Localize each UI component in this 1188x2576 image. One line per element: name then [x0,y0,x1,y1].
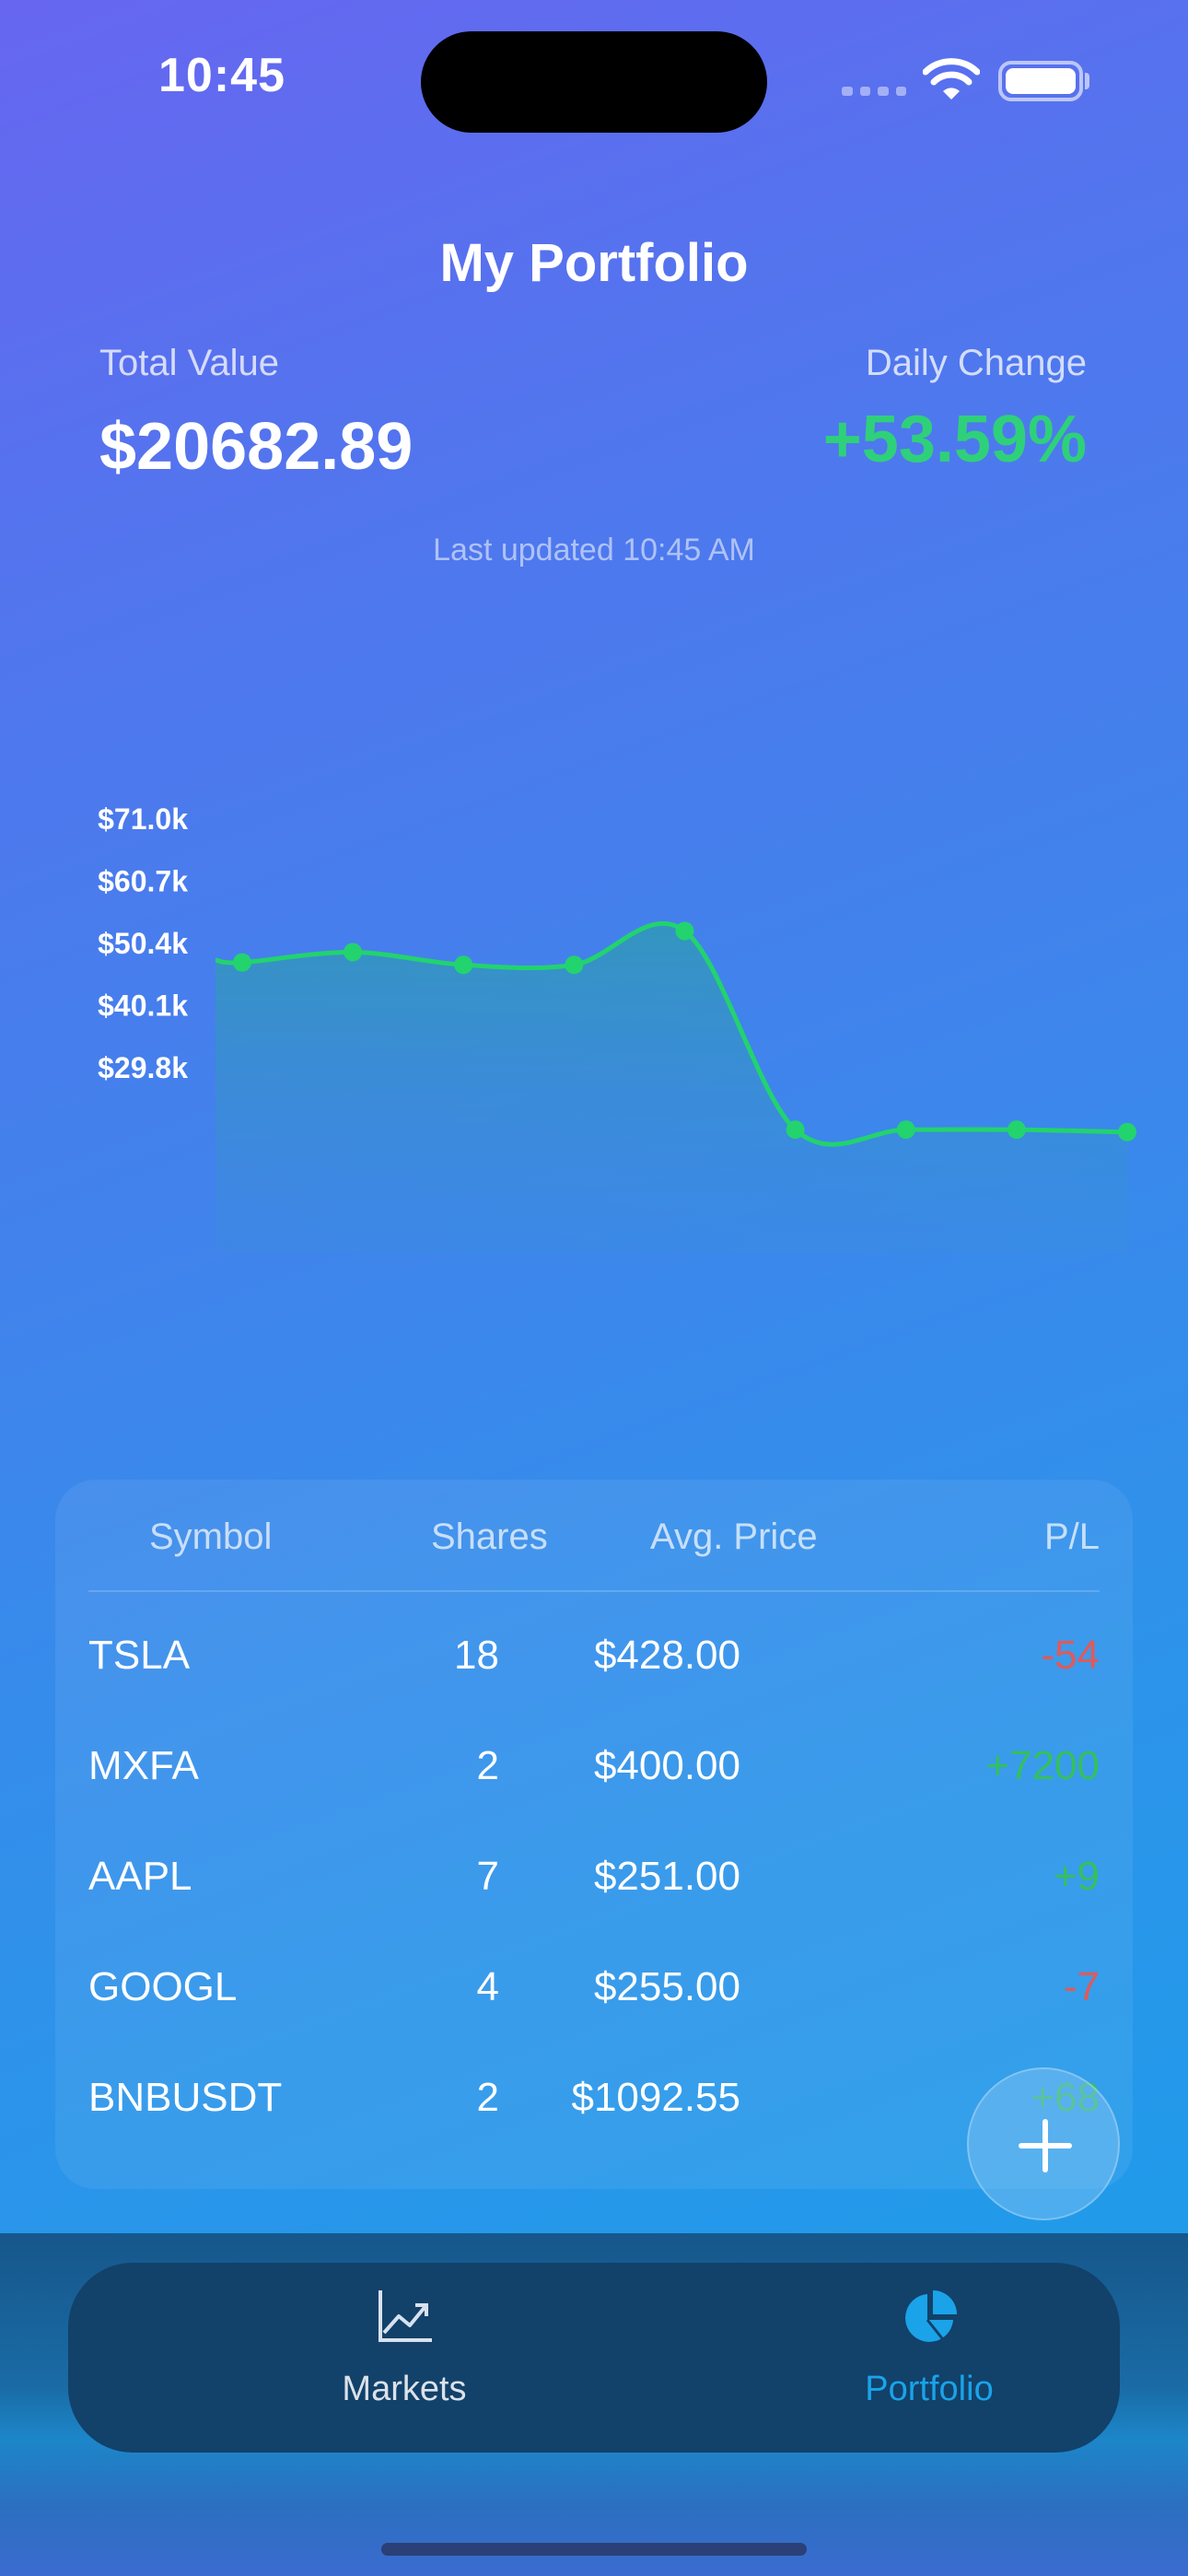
daily-change-value: +53.59% [822,403,1087,476]
y-tick-label: $29.8k [98,1051,188,1084]
chart-point[interactable] [1007,1120,1026,1140]
row-avg-price: $1092.55 [571,2075,740,2120]
row-pl: -54 [1041,1633,1100,1678]
header-symbol: Symbol [149,1516,273,1557]
tab-bar: Markets Portfolio [68,2263,1120,2453]
y-tick-label: $71.0k [98,802,188,836]
table-row[interactable]: BNBUSDT 2 $1092.55 +68 [88,2075,1100,2149]
row-pl: +7200 [985,1743,1100,1788]
row-shares: 2 [476,2075,499,2120]
last-updated-text: Last updated 10:45 AM [433,533,755,568]
header-avg-price: Avg. Price [650,1516,818,1557]
total-value-label: Total Value [99,343,279,383]
tab-portfolio-label: Portfolio [865,2370,994,2408]
status-time: 10:45 [158,49,285,102]
wifi-icon [923,58,980,100]
y-tick-label: $40.1k [98,989,188,1023]
header-shares: Shares [431,1516,548,1557]
chart-point[interactable] [896,1120,915,1140]
plus-icon [1019,2119,1072,2172]
row-avg-price: $428.00 [593,1633,740,1678]
chart-line-icon [379,2290,432,2342]
row-shares: 2 [476,1743,499,1788]
table-row[interactable]: GOOGL 4 $255.00 -7 [88,1964,1100,2038]
y-tick-label: $50.4k [98,927,188,960]
row-avg-price: $251.00 [593,1854,740,1899]
row-symbol: TSLA [88,1633,191,1678]
cellular-signal-icon [842,87,906,98]
y-tick-label: $60.7k [98,865,188,898]
daily-change-label: Daily Change [865,343,1087,383]
row-pl: +9 [1053,1854,1100,1899]
battery-tip [1085,73,1089,89]
row-shares: 7 [476,1854,499,1899]
row-pl: -7 [1063,1964,1100,2009]
pie-chart-icon [905,2290,957,2342]
chart-point[interactable] [454,955,473,975]
holdings-card: Symbol Shares Avg. Price P/L TSLA 18 $42… [55,1480,1133,2189]
chart-point[interactable] [344,943,363,962]
add-holding-button[interactable] [967,2067,1120,2220]
tab-portfolio[interactable]: Portfolio [777,2263,1081,2453]
battery-icon [998,61,1083,101]
chart-point[interactable] [675,921,694,941]
chart-point[interactable] [233,953,251,972]
home-indicator [381,2543,807,2556]
row-avg-price: $255.00 [593,1964,740,2009]
page-title: My Portfolio [439,233,749,293]
row-symbol: GOOGL [88,1964,238,2009]
tab-markets[interactable]: Markets [252,2263,556,2453]
chart-area-fill [215,923,1127,1253]
row-symbol: AAPL [88,1854,192,1899]
chart-point[interactable] [1118,1122,1136,1142]
row-shares: 18 [454,1633,499,1678]
total-value: $20682.89 [99,410,413,484]
row-avg-price: $400.00 [593,1743,740,1788]
row-symbol: BNBUSDT [88,2075,283,2120]
chart-series-line [215,921,1128,1147]
header-pl: P/L [1043,1516,1100,1557]
row-shares: 4 [476,1964,499,2009]
chart-point[interactable] [565,955,584,975]
table-row[interactable]: MXFA 2 $400.00 +7200 [88,1743,1100,1817]
tab-markets-label: Markets [342,2370,467,2408]
chart-point[interactable] [786,1120,805,1140]
dynamic-island [421,31,767,133]
table-row[interactable]: AAPL 7 $251.00 +9 [88,1854,1100,1927]
table-header: Symbol Shares Avg. Price P/L [88,1516,1100,1592]
portfolio-chart: $71.0k $60.7k $50.4k $40.1k $29.8k [98,802,1136,1253]
table-row[interactable]: TSLA 18 $428.00 -54 [88,1633,1100,1706]
row-symbol: MXFA [88,1743,199,1788]
